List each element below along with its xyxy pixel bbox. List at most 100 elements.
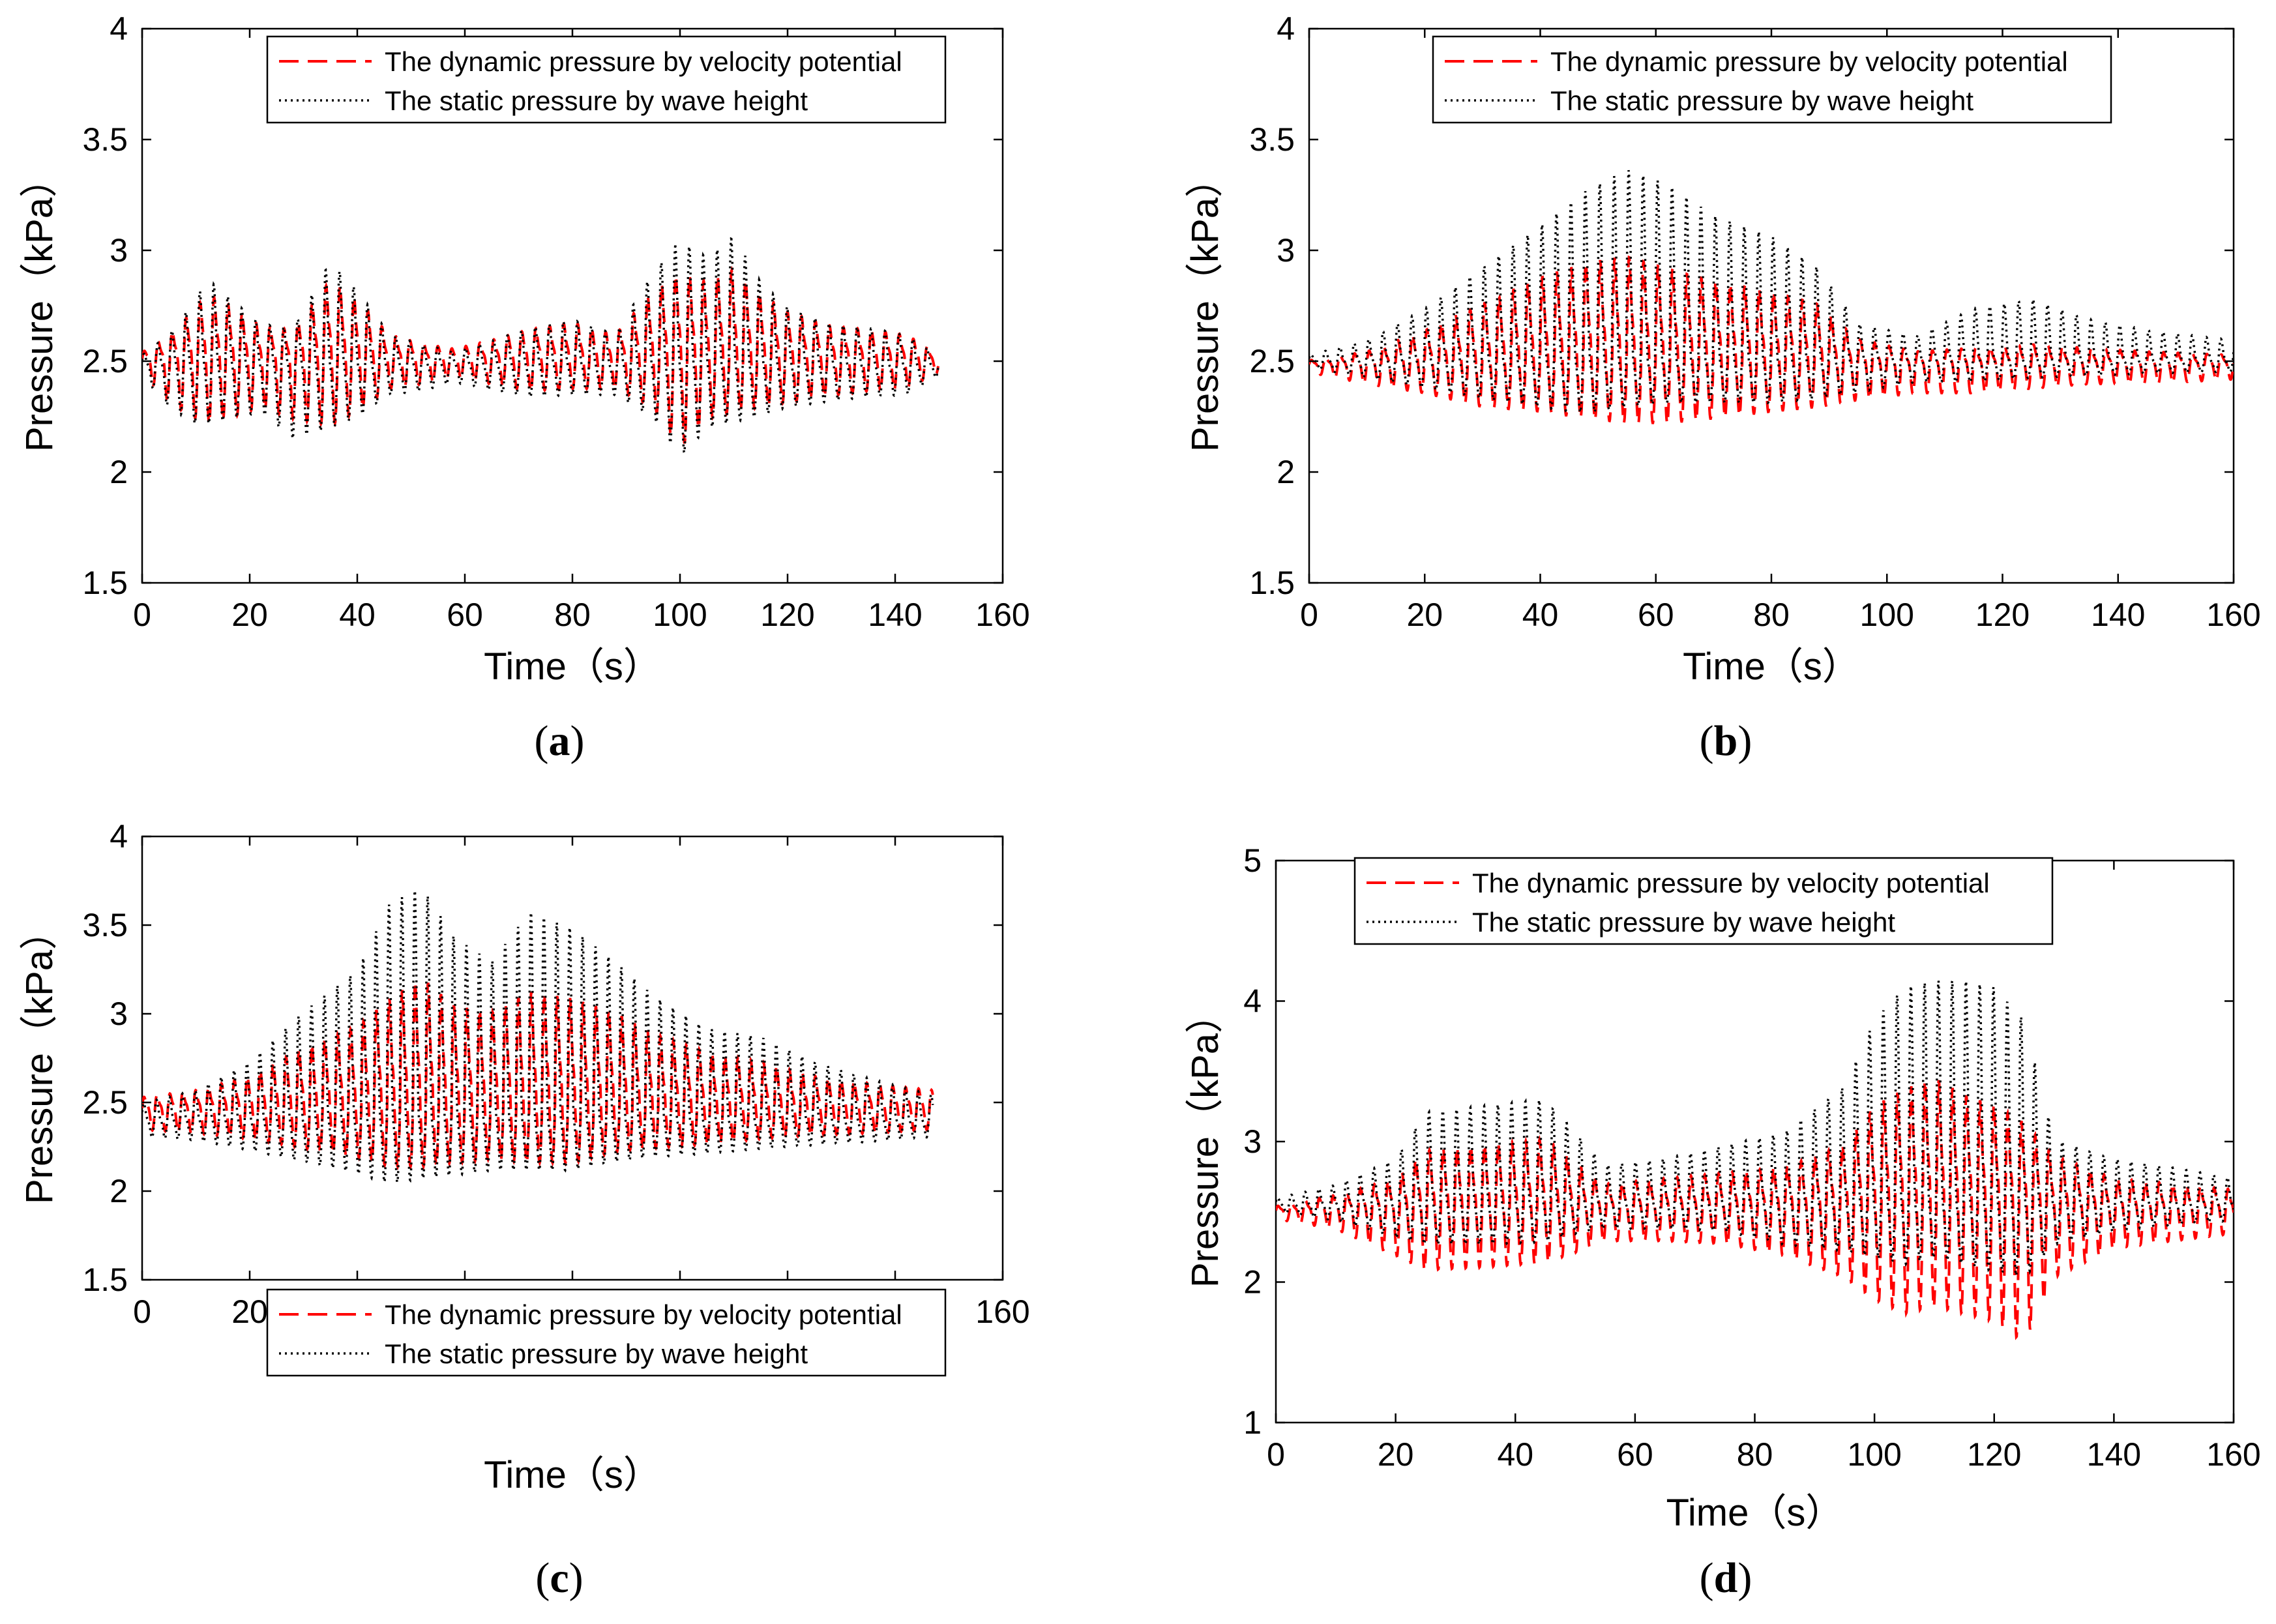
x-tick-label: 0 xyxy=(133,1293,151,1330)
panel-c: 0204060801001201401601.522.533.54Time（s）… xyxy=(18,818,1030,1602)
legend-b: The dynamic pressure by velocity potenti… xyxy=(1432,35,2112,124)
panel-a: 0 20 40 60 80 100 120 140 160 1.5 2 2.5 3 3.5 4 Time（s）… xyxy=(18,10,1030,765)
y-tick-label: 1 xyxy=(1243,1404,1262,1441)
legend-label: The static pressure by wave height xyxy=(1472,907,1895,937)
y-tick-label: 2.5 xyxy=(82,343,128,379)
legend-c: The dynamic pressure by velocity potenti… xyxy=(266,1288,947,1377)
series-static-line-c xyxy=(142,890,934,1185)
x-tick-label: 20 xyxy=(231,597,268,633)
x-tick-label: 80 xyxy=(554,597,591,633)
panel-b: 0 20 40 60 80 100 120 140 160 1.5 2 2.5 3 3.5 4 Time（s）… xyxy=(1184,10,2261,765)
y-tick-label: 2 xyxy=(1243,1264,1262,1301)
y-tick-label: 4 xyxy=(110,10,128,47)
y-tick-label: 3.5 xyxy=(1249,121,1295,158)
x-tick-label: 0 xyxy=(133,597,151,633)
caption-letter: d xyxy=(1714,1554,1738,1602)
x-tick-label: 20 xyxy=(231,1293,268,1330)
x-tick-label: 40 xyxy=(339,597,376,633)
x-axis-label: Time（s） xyxy=(1666,1492,1844,1534)
legend-label: The dynamic pressure by velocity potenti… xyxy=(385,1299,902,1330)
y-tick-label: 3 xyxy=(110,996,128,1032)
caption-open: ( xyxy=(535,1554,550,1602)
x-tick-label: 80 xyxy=(1737,1436,1773,1473)
y-tick-label: 2.5 xyxy=(82,1084,128,1121)
x-axis-label: Time（s） xyxy=(484,645,661,688)
y-tick-label: 1.5 xyxy=(82,1262,128,1298)
series-dynamic-line-d xyxy=(1276,1080,2234,1340)
legend-label: The static pressure by wave height xyxy=(385,85,808,116)
y-tick-label: 4 xyxy=(110,818,128,855)
x-tick-label: 40 xyxy=(1497,1436,1533,1473)
y-axis-label: Pressure（kPa） xyxy=(18,160,61,452)
legend-label: The static pressure by wave height xyxy=(1550,85,1973,116)
x-tick-label: 140 xyxy=(2087,1436,2141,1473)
y-tick-label: 2 xyxy=(110,1173,128,1209)
x-tick-label: 60 xyxy=(1638,597,1674,633)
caption-letter: b xyxy=(1714,717,1738,765)
caption-close: ) xyxy=(569,1554,584,1602)
x-tick-label: 140 xyxy=(2091,597,2145,633)
legend-d: The dynamic pressure by velocity potenti… xyxy=(1353,857,2054,945)
legend-box xyxy=(266,35,947,124)
y-tick-label: 5 xyxy=(1243,842,1262,879)
panel-caption: (b) xyxy=(1700,717,1752,765)
legend-label: The static pressure by wave height xyxy=(385,1338,808,1369)
y-tick-label: 3 xyxy=(1277,232,1295,269)
x-tick-label: 60 xyxy=(447,597,483,633)
x-tick-label: 160 xyxy=(975,597,1029,633)
panel-caption: (a) xyxy=(535,717,585,765)
x-tick-label: 120 xyxy=(1967,1436,2021,1473)
legend-box xyxy=(1353,857,2054,945)
legend-label: The dynamic pressure by velocity potenti… xyxy=(1472,868,1990,898)
x-tick-label: 160 xyxy=(2206,1436,2260,1473)
legend-a: The dynamic pressure by velocity potenti… xyxy=(266,35,947,124)
x-tick-label: 160 xyxy=(975,1293,1029,1330)
plot-area-c xyxy=(141,835,1004,1281)
y-tick-label: 2.5 xyxy=(1249,343,1295,379)
y-tick-label: 3 xyxy=(110,232,128,269)
caption-close: ) xyxy=(570,717,585,765)
x-tick-label: 40 xyxy=(1522,597,1559,633)
x-tick-label: 100 xyxy=(1847,1436,1901,1473)
legend-label: The dynamic pressure by velocity potenti… xyxy=(1550,46,2068,77)
y-axis-label: Pressure（kPa） xyxy=(18,912,61,1204)
x-tick-label: 20 xyxy=(1406,597,1443,633)
x-axis-label: Time（s） xyxy=(1683,645,1860,688)
y-tick-label: 3.5 xyxy=(82,907,128,943)
y-axis-label: Pressure（kPa） xyxy=(1184,996,1226,1288)
panel-d: 0 20 40 60 80 100 120 140 160 1 2 3 4 5 Time（s） Pressur… xyxy=(1184,842,2261,1602)
caption-close: ) xyxy=(1737,1554,1752,1602)
y-tick-label: 2 xyxy=(1277,454,1295,490)
caption-close: ) xyxy=(1737,717,1752,765)
x-tick-label: 100 xyxy=(653,597,707,633)
y-tick-label: 3 xyxy=(1243,1123,1262,1160)
y-tick-label: 1.5 xyxy=(82,565,128,601)
x-tick-label: 120 xyxy=(1975,597,2030,633)
x-tick-label: 0 xyxy=(1267,1436,1285,1473)
x-tick-label: 140 xyxy=(868,597,922,633)
caption-open: ( xyxy=(535,717,549,765)
x-tick-label: 0 xyxy=(1300,597,1318,633)
caption-open: ( xyxy=(1700,717,1714,765)
caption-letter: c xyxy=(550,1554,569,1602)
y-tick-label: 3.5 xyxy=(82,121,128,158)
legend-box xyxy=(266,1288,947,1377)
caption-letter: a xyxy=(549,717,570,765)
y-tick-label: 2 xyxy=(110,454,128,490)
series-dynamic-line-a xyxy=(142,265,939,444)
panel-caption: (d) xyxy=(1700,1554,1752,1602)
x-tick-label: 160 xyxy=(2206,597,2260,633)
x-tick-label: 60 xyxy=(1617,1436,1653,1473)
x-axis-label: Time（s） xyxy=(484,1454,661,1496)
y-tick-label: 1.5 xyxy=(1249,565,1295,601)
panel-caption: (c) xyxy=(535,1554,583,1602)
x-tick-label: 20 xyxy=(1378,1436,1414,1473)
y-tick-label: 4 xyxy=(1243,983,1262,1020)
series-static-line-d xyxy=(1276,980,2234,1279)
plot-area-d xyxy=(1275,859,2235,1424)
legend-box xyxy=(1432,35,2112,124)
x-tick-label: 100 xyxy=(1860,597,1914,633)
caption-open: ( xyxy=(1700,1554,1714,1602)
y-axis-label: Pressure（kPa） xyxy=(1184,160,1226,452)
